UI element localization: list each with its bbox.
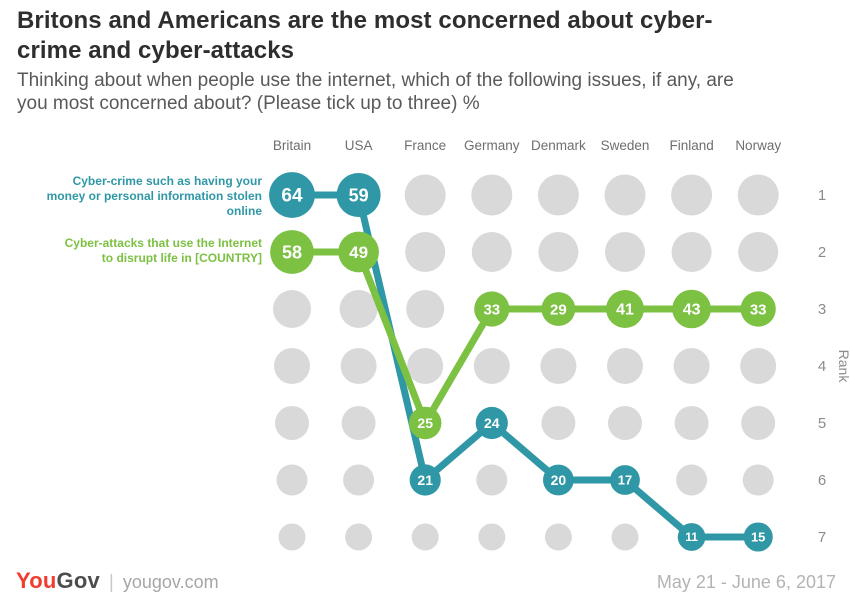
svg-text:Norway: Norway <box>735 138 781 153</box>
svg-text:33: 33 <box>750 301 767 318</box>
svg-text:Rank: Rank <box>836 350 850 384</box>
svg-text:France: France <box>404 138 446 153</box>
svg-text:20: 20 <box>551 472 567 488</box>
svg-text:7: 7 <box>818 529 826 546</box>
svg-text:Denmark: Denmark <box>531 138 586 153</box>
footer-separator: | <box>108 572 114 593</box>
svg-text:64: 64 <box>281 186 303 207</box>
page-subtitle: Thinking about when people use the inter… <box>17 70 734 114</box>
svg-text:1: 1 <box>818 187 826 204</box>
logo-you-text: You <box>16 568 57 593</box>
svg-text:29: 29 <box>550 301 567 318</box>
date-range: May 21 - June 6, 2017 <box>656 572 836 592</box>
svg-text:4: 4 <box>818 358 826 375</box>
yougov-logo: YouGov <box>16 568 100 594</box>
svg-text:Germany: Germany <box>464 138 520 153</box>
svg-text:58: 58 <box>282 242 302 262</box>
svg-text:5: 5 <box>818 415 826 432</box>
svg-text:3: 3 <box>818 301 826 318</box>
svg-text:USA: USA <box>345 138 373 153</box>
svg-text:Sweden: Sweden <box>601 138 650 153</box>
svg-text:43: 43 <box>683 302 701 319</box>
footer-branding: YouGov | yougov.com <box>16 568 219 594</box>
svg-text:49: 49 <box>349 243 368 262</box>
svg-text:15: 15 <box>751 530 765 545</box>
svg-text:2: 2 <box>818 244 826 261</box>
yougov-url: yougov.com <box>122 572 219 592</box>
svg-text:Britain: Britain <box>273 138 311 153</box>
svg-text:33: 33 <box>483 301 500 318</box>
logo-gov-text: Gov <box>56 568 100 593</box>
svg-text:59: 59 <box>349 185 369 205</box>
svg-text:6: 6 <box>818 472 826 489</box>
svg-text:41: 41 <box>616 302 634 319</box>
series-label-cyber-attacks: Cyber-attacks that use the Internet to d… <box>64 236 262 265</box>
series-label-cyber-crime: Cyber-crime such as having your money or… <box>46 174 262 218</box>
svg-text:17: 17 <box>618 473 632 488</box>
svg-text:11: 11 <box>685 530 698 544</box>
footer: YouGov | yougov.com May 21 - June 6, 201… <box>0 568 850 594</box>
svg-text:25: 25 <box>417 415 433 431</box>
svg-text:21: 21 <box>417 472 433 488</box>
svg-text:Finland: Finland <box>669 138 713 153</box>
svg-text:24: 24 <box>484 415 500 431</box>
page-title: Britons and Americans are the most conce… <box>17 7 713 64</box>
